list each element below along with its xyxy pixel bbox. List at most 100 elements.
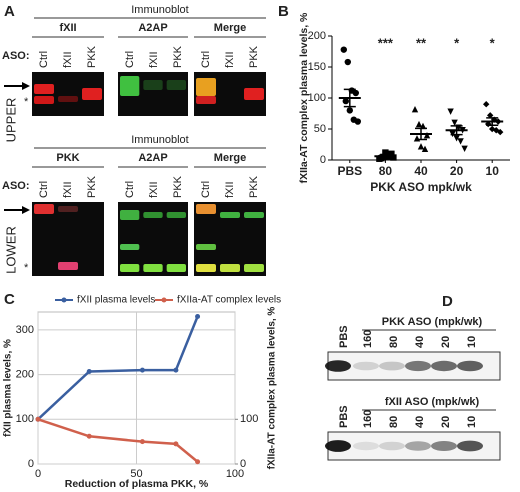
band bbox=[196, 264, 216, 272]
series-point bbox=[139, 367, 145, 373]
band bbox=[244, 264, 264, 272]
band bbox=[196, 204, 216, 214]
lane-label: Ctrl bbox=[200, 181, 212, 198]
band bbox=[120, 210, 140, 220]
series-point bbox=[195, 313, 201, 319]
panel-label: D bbox=[442, 293, 453, 310]
data-point bbox=[352, 89, 359, 97]
y-tick-label: 100 bbox=[308, 92, 326, 104]
y-tick-label: 0 bbox=[320, 154, 326, 166]
series-point bbox=[35, 416, 41, 422]
data-point bbox=[382, 149, 389, 156]
lane-label: fXII bbox=[224, 51, 236, 68]
series-point bbox=[173, 441, 179, 447]
band bbox=[196, 96, 216, 104]
data-point bbox=[419, 122, 427, 130]
band bbox=[82, 88, 102, 100]
y-tick-label: 300 bbox=[16, 324, 34, 336]
lane-label: 80 bbox=[388, 416, 400, 428]
data-point bbox=[344, 58, 351, 66]
band bbox=[120, 76, 140, 96]
lane-label: 10 bbox=[466, 416, 478, 428]
band bbox=[34, 84, 54, 94]
series-point bbox=[173, 367, 179, 373]
data-point bbox=[483, 101, 490, 108]
lane-label: PKK bbox=[172, 175, 184, 198]
band bbox=[143, 80, 163, 90]
series-line bbox=[37, 316, 199, 421]
series-point bbox=[195, 459, 201, 465]
lane-label: 80 bbox=[388, 336, 400, 348]
arrow-head bbox=[22, 82, 30, 90]
error-bar bbox=[379, 154, 392, 159]
error-bar bbox=[450, 125, 463, 136]
aso-label: ASO: bbox=[2, 50, 30, 62]
lane-label: fXII bbox=[148, 181, 160, 198]
band bbox=[431, 441, 457, 451]
marker: * bbox=[24, 262, 29, 274]
series-point bbox=[86, 368, 92, 374]
data-point bbox=[413, 135, 421, 142]
band bbox=[166, 264, 186, 272]
lane-label: PKK bbox=[248, 45, 260, 68]
x-axis-label: PKK ASO mpk/wk bbox=[370, 180, 472, 194]
data-point bbox=[342, 97, 349, 105]
data-point bbox=[461, 145, 468, 153]
data-point bbox=[447, 108, 454, 115]
y-axis-label: fXII plasma levels, % bbox=[3, 339, 14, 437]
data-point bbox=[417, 143, 425, 150]
y-tick-label: 200 bbox=[308, 30, 326, 42]
band bbox=[353, 361, 379, 371]
error-bar bbox=[486, 117, 499, 127]
x-tick-label: 10 bbox=[486, 164, 500, 178]
data-point bbox=[451, 119, 458, 126]
y-tick-label: 0 bbox=[28, 458, 34, 470]
data-point bbox=[453, 135, 460, 142]
error-bar bbox=[343, 88, 356, 108]
y-axis-label: fXIIa-AT complex plasma levels, % bbox=[298, 12, 310, 183]
series-point bbox=[139, 439, 145, 445]
band bbox=[143, 264, 163, 272]
side-label: UPPER bbox=[3, 98, 18, 143]
x-tick-label: 50 bbox=[130, 468, 142, 480]
band bbox=[353, 441, 379, 451]
band bbox=[457, 440, 483, 452]
band bbox=[58, 262, 78, 270]
band bbox=[220, 212, 240, 218]
y-tick-label: 150 bbox=[308, 61, 326, 73]
lane-label: 160 bbox=[362, 330, 374, 348]
band bbox=[120, 264, 140, 272]
band bbox=[58, 206, 78, 212]
arrow-head bbox=[22, 206, 30, 214]
band bbox=[325, 440, 351, 452]
legend-swatch bbox=[161, 297, 167, 303]
lane-label: 20 bbox=[440, 416, 452, 428]
band bbox=[220, 264, 240, 272]
band bbox=[196, 78, 216, 96]
blot-header: fXII ASO (mpk/wk) bbox=[385, 396, 480, 408]
lane-label: 40 bbox=[414, 336, 426, 348]
lane-label: Ctrl bbox=[38, 181, 50, 198]
data-point bbox=[423, 132, 431, 139]
lane-label: 40 bbox=[414, 416, 426, 428]
band bbox=[143, 212, 163, 218]
x-tick-label: PBS bbox=[337, 164, 362, 178]
lane-label: 160 bbox=[362, 410, 374, 428]
band bbox=[457, 360, 483, 372]
band bbox=[431, 360, 457, 372]
column-header: A2AP bbox=[138, 152, 167, 164]
blot-title: Immunoblot bbox=[131, 4, 188, 16]
band bbox=[120, 244, 140, 250]
lane-label: PKK bbox=[86, 175, 98, 198]
significance: ** bbox=[416, 35, 427, 50]
series-point bbox=[86, 433, 92, 439]
column-header: PKK bbox=[56, 152, 79, 164]
series-line bbox=[37, 418, 199, 463]
band bbox=[244, 88, 264, 100]
band bbox=[325, 360, 351, 372]
panel-label: B bbox=[278, 3, 289, 20]
lane-label: Ctrl bbox=[38, 51, 50, 68]
x-tick-label: 40 bbox=[414, 164, 428, 178]
band bbox=[34, 204, 54, 214]
